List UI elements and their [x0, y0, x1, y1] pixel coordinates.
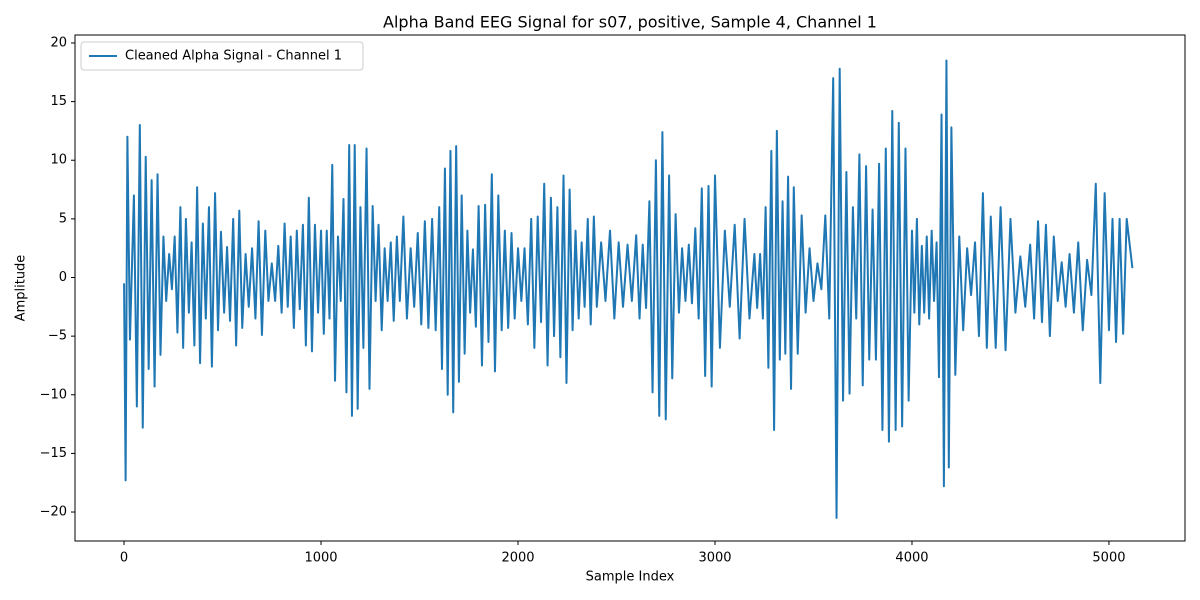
chart-title: Alpha Band EEG Signal for s07, positive,… — [383, 13, 877, 32]
legend-box — [80, 41, 364, 71]
x-tick-label: 4000 — [895, 551, 928, 566]
x-axis-label: Sample Index — [586, 570, 675, 585]
y-axis-label: Amplitude — [14, 255, 29, 322]
signal-line — [123, 59, 1134, 519]
y-tick-label: 10 — [50, 153, 67, 168]
y-tick-label: −15 — [40, 446, 67, 461]
y-tick-label: −10 — [40, 387, 67, 402]
y-tick-label: −5 — [48, 329, 67, 344]
x-tick-label: 2000 — [501, 551, 534, 566]
y-tick-label: 5 — [59, 211, 67, 226]
y-tick-label: 15 — [50, 94, 67, 109]
x-tick-label: 1000 — [304, 551, 337, 566]
x-tick-label: 5000 — [1092, 551, 1125, 566]
legend-label: Cleaned Alpha Signal - Channel 1 — [125, 49, 342, 64]
y-tick-label: 0 — [59, 270, 67, 285]
x-tick-label: 0 — [120, 551, 128, 566]
y-tick-label: −20 — [40, 505, 67, 520]
plot-frame — [74, 34, 1186, 542]
x-tick-label: 3000 — [698, 551, 731, 566]
y-tick-label: 20 — [50, 35, 67, 50]
